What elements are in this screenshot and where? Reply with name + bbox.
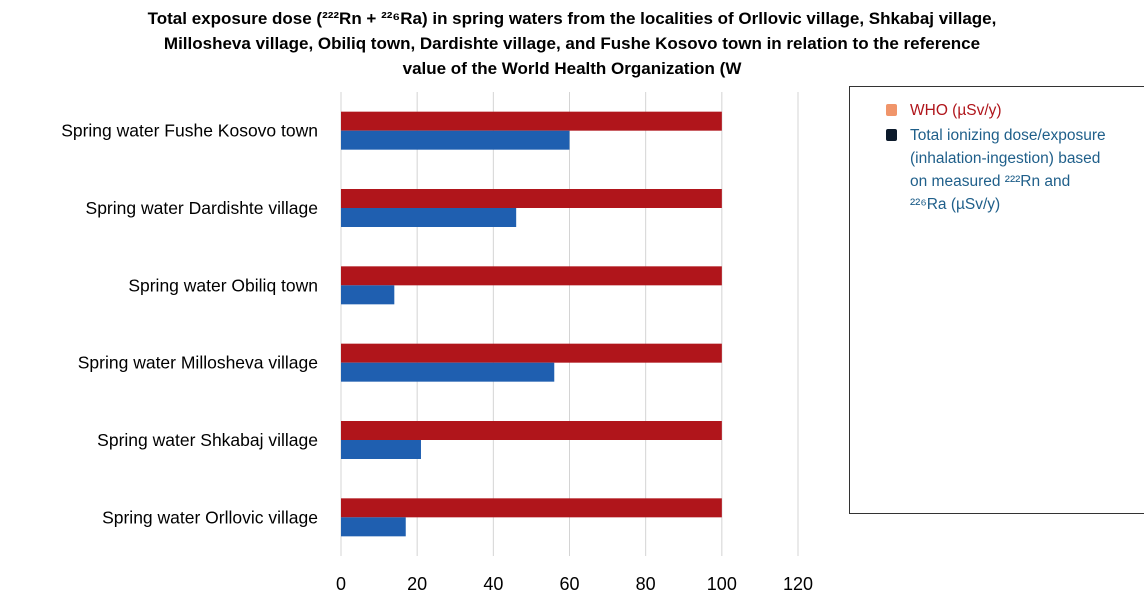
legend-swatch-total-dose xyxy=(886,129,897,141)
bar-chart: Spring water Fushe Kosovo town Spring wat… xyxy=(61,92,813,592)
bar-total-dose xyxy=(341,130,570,150)
x-tick-label: 120 xyxy=(783,574,813,592)
bar-who xyxy=(341,189,722,208)
category-label: Spring water Orllovic village xyxy=(102,507,318,527)
legend-entry-total-dose: Total ionizing dose/exposure (inhalation… xyxy=(886,124,1110,216)
category-label: Spring water Shkabaj village xyxy=(97,430,318,450)
chart-title-line-1: Total exposure dose (²²²Rn + ²²⁶Ra) in s… xyxy=(147,9,997,28)
bar-who xyxy=(341,421,722,440)
legend: WHO (µSv/y) Total ionizing dose/exposure… xyxy=(849,86,1144,514)
category-label: Spring water Fushe Kosovo town xyxy=(61,121,318,141)
gridlines xyxy=(340,92,799,556)
chart-title: Total exposure dose (²²²Rn + ²²⁶Ra) in s… xyxy=(0,6,1144,81)
x-tick-label: 80 xyxy=(636,574,656,592)
legend-label-who: WHO (µSv/y) xyxy=(910,102,1002,119)
bar-who xyxy=(341,111,722,131)
legend-entry-who: WHO (µSv/y) xyxy=(886,99,1002,122)
bar-total-dose xyxy=(341,362,555,382)
x-tick-label: 40 xyxy=(483,574,503,592)
x-tick-label: 0 xyxy=(336,574,346,592)
x-tick-label: 20 xyxy=(407,574,427,592)
category-label: Spring water Obiliq town xyxy=(128,275,318,295)
bar-total-dose xyxy=(341,208,517,227)
bar-who xyxy=(341,266,722,286)
category-label: Spring water Dardishte village xyxy=(86,198,318,218)
category-label: Spring water Millosheva village xyxy=(78,353,318,373)
bars xyxy=(341,111,722,537)
bar-total-dose xyxy=(341,517,406,537)
category-labels: Spring water Fushe Kosovo town Spring wat… xyxy=(61,121,318,528)
bar-who xyxy=(341,343,722,363)
x-tick-label: 60 xyxy=(559,574,579,592)
chart-title-line-2: Millosheva village, Obiliq town, Dardish… xyxy=(163,34,981,53)
bar-total-dose xyxy=(341,440,421,459)
legend-label-total-dose: Total ionizing dose/exposure (inhalation… xyxy=(910,127,1106,213)
bar-total-dose xyxy=(341,285,395,305)
legend-swatch-who xyxy=(886,104,897,116)
x-tick-label: 100 xyxy=(707,574,737,592)
x-tick-labels: 0 20 40 60 80 100 120 xyxy=(336,574,813,592)
chart-title-line-3: value of the World Health Organization (… xyxy=(402,59,742,78)
bar-who xyxy=(341,498,722,518)
